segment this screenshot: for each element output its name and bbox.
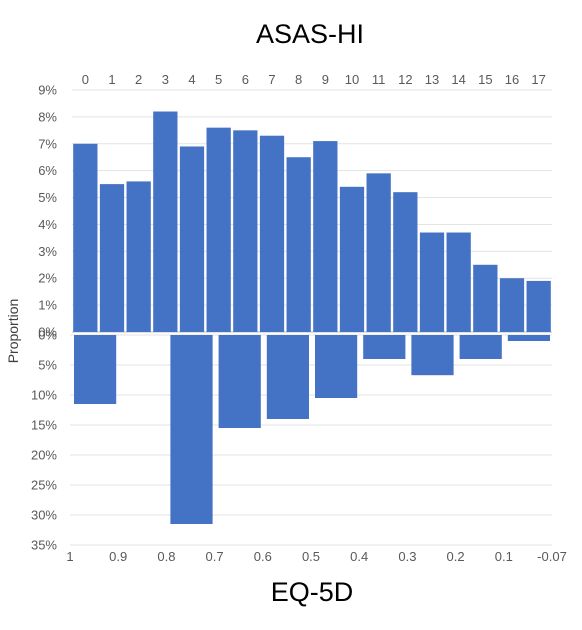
- top-x-tick-label: 10: [345, 72, 359, 87]
- top-bar: [73, 143, 98, 332]
- top-x-tick-label: 6: [242, 72, 249, 87]
- top-y-tick-label: 6%: [38, 163, 57, 178]
- top-y-tick-label: 5%: [38, 190, 57, 205]
- top-bar: [286, 157, 311, 332]
- top-x-tick-label: 17: [531, 72, 545, 87]
- top-x-tick-label: 8: [295, 72, 302, 87]
- top-x-tick-label: 0: [82, 72, 89, 87]
- top-x-tick-label: 7: [268, 72, 275, 87]
- top-x-tick-label: 11: [372, 72, 386, 87]
- top-x-tick-label: 14: [451, 72, 465, 87]
- bottom-x-tick-label: 1: [66, 549, 73, 564]
- top-bar: [99, 184, 125, 332]
- top-x-tick-label: 1: [108, 72, 115, 87]
- top-bar: [259, 135, 285, 332]
- bottom-x-tick-label: 0.9: [109, 549, 127, 564]
- bottom-x-tick-label: 0.5: [302, 549, 320, 564]
- bottom-x-tick-label: 0.2: [447, 549, 465, 564]
- top-chart-x-tick-labels: 0 1 2 3 4 5 6 7 8 9 10 11 12 13 14 15 16 17: [82, 72, 546, 87]
- top-bar: [153, 111, 178, 332]
- top-x-tick-label: 2: [135, 72, 142, 87]
- bottom-x-tick-label: 0.7: [206, 549, 224, 564]
- top-bar: [473, 264, 498, 332]
- bottom-x-tick-label: 0.8: [157, 549, 175, 564]
- bottom-x-tick-label: -0.07: [537, 549, 567, 564]
- bottom-bar: [363, 335, 406, 359]
- bottom-x-tick-label: 0.4: [350, 549, 368, 564]
- bottom-y-tick-label: 5%: [38, 358, 57, 373]
- top-y-tick-label: 9%: [38, 83, 57, 98]
- bottom-bar: [218, 335, 261, 428]
- top-bar: [233, 130, 258, 332]
- top-bar: [446, 232, 471, 332]
- top-bar: [179, 146, 205, 332]
- bottom-y-tick-label: 35%: [31, 538, 57, 553]
- bottom-x-tick-label: 0.6: [254, 549, 272, 564]
- bottom-bar: [170, 335, 213, 524]
- top-bar: [313, 141, 338, 332]
- top-y-tick-label: 4%: [38, 217, 57, 232]
- bottom-bar: [315, 335, 358, 398]
- bottom-chart-y-tick-labels: 0% 5% 10% 15% 20% 25% 30% 35%: [31, 328, 57, 553]
- top-y-tick-label: 1%: [38, 298, 57, 313]
- top-bar: [393, 192, 418, 332]
- bottom-y-tick-label: 30%: [31, 508, 57, 523]
- top-bar: [206, 127, 231, 333]
- bottom-x-tick-label: 0.1: [495, 549, 513, 564]
- bottom-chart-bars: [74, 335, 550, 524]
- bottom-y-tick-label: 25%: [31, 478, 57, 493]
- top-x-tick-label: 13: [425, 72, 439, 87]
- bottom-chart-xlabel: EQ-5D: [271, 577, 354, 607]
- bottom-bar: [459, 335, 502, 359]
- bottom-chart-x-tick-labels: 1 0.9 0.8 0.7 0.6 0.5 0.4 0.3 0.2 0.1 -0.07: [66, 549, 566, 564]
- bottom-bar: [266, 335, 309, 419]
- top-x-tick-label: 15: [478, 72, 492, 87]
- bottom-bar: [74, 335, 117, 404]
- top-bar: [366, 173, 391, 332]
- bottom-y-tick-label: 15%: [31, 418, 57, 433]
- y-axis-label: Proportion: [5, 299, 21, 364]
- bottom-y-tick-label: 10%: [31, 388, 57, 403]
- top-y-tick-label: 3%: [38, 244, 57, 259]
- top-x-tick-label: 3: [162, 72, 169, 87]
- top-chart-gridlines: [72, 89, 552, 333]
- bottom-y-tick-label: 20%: [31, 448, 57, 463]
- top-x-tick-label: 16: [505, 72, 519, 87]
- bottom-chart-gridlines: [70, 334, 552, 546]
- bottom-y-tick-label: 0%: [38, 328, 57, 343]
- top-y-tick-label: 8%: [38, 109, 57, 124]
- top-x-tick-label: 5: [215, 72, 222, 87]
- top-x-tick-label: 4: [188, 72, 195, 87]
- top-chart-y-tick-labels: 0% 1% 2% 3% 4% 5% 6% 7% 8% 9%: [38, 83, 57, 340]
- top-x-tick-label: 9: [322, 72, 329, 87]
- top-x-tick-label: 12: [398, 72, 412, 87]
- bottom-x-tick-label: 0.3: [398, 549, 416, 564]
- top-bar: [126, 181, 151, 332]
- top-chart-bars: [73, 111, 551, 333]
- top-bar: [526, 280, 551, 332]
- bottom-bar: [507, 335, 550, 341]
- top-bar: [339, 186, 365, 332]
- top-y-tick-label: 7%: [38, 136, 57, 151]
- top-bar: [419, 232, 445, 332]
- top-y-tick-label: 2%: [38, 271, 57, 286]
- top-y-tick-label: 0%: [38, 325, 57, 340]
- bottom-bar: [411, 335, 454, 376]
- top-chart-title: ASAS-HI: [256, 19, 364, 49]
- top-bar: [499, 278, 525, 332]
